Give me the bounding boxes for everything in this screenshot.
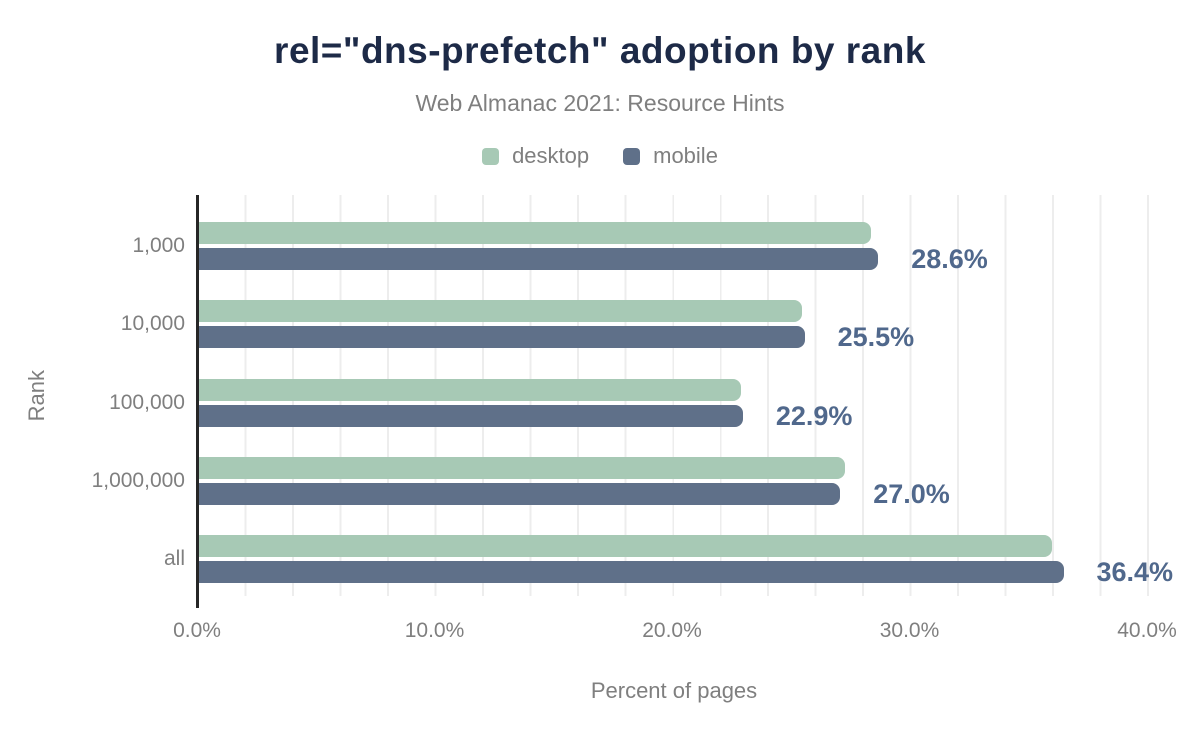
value-label: 27.0% [873, 478, 950, 509]
category-label: 100,000 [109, 390, 185, 414]
bar-group-1000: 28.6% [199, 222, 1172, 274]
value-label: 22.9% [775, 400, 853, 431]
desktop-swatch-icon [482, 147, 500, 165]
desktop-bar[interactable] [199, 300, 803, 323]
x-tick-label: 0.0% [173, 619, 221, 642]
mobile-bar[interactable] [199, 404, 743, 427]
desktop-bar[interactable] [199, 222, 872, 244]
legend-label-desktop: desktop [512, 143, 590, 168]
bar-group-100000: 22.9% [199, 378, 1172, 431]
value-label: 36.4% [1096, 557, 1174, 588]
mobile-swatch-icon [623, 147, 641, 165]
x-tick-label: 40.0% [1117, 619, 1177, 642]
x-tick-label: 10.0% [404, 619, 465, 642]
mobile-bar[interactable] [199, 482, 841, 505]
y-axis-labels: 1,000 10,000 100,000 1,000,000 all [0, 195, 185, 608]
mobile-bar[interactable] [199, 248, 879, 270]
plot-area: 28.6% 25.5% 22.9% 27.0% 36.4% [199, 195, 1174, 596]
chart-subtitle: Web Almanac 2021: Resource Hints [415, 90, 785, 116]
category-label: 1,000,000 [91, 468, 185, 492]
x-axis-ticks: 0.0% 10.0% 20.0% 30.0% 40.0% [0, 619, 1200, 643]
mobile-bar[interactable] [199, 561, 1064, 584]
y-axis-line [196, 195, 199, 608]
bar-group-all: 36.4% [199, 535, 1174, 588]
category-label: 1,000 [132, 234, 185, 257]
chart-title: rel="dns-prefetch" adoption by rank [274, 30, 926, 71]
legend: desktop mobile [0, 143, 1200, 169]
desktop-bar[interactable] [199, 535, 1052, 558]
x-tick-label: 20.0% [642, 619, 702, 642]
x-tick-label: 30.0% [879, 619, 940, 642]
x-axis-title: Percent of pages [590, 678, 758, 703]
legend-label-mobile: mobile [653, 143, 718, 168]
value-label: 25.5% [837, 322, 915, 353]
value-label: 28.6% [911, 244, 988, 274]
mobile-bar[interactable] [199, 326, 805, 349]
legend-item-desktop[interactable]: desktop [482, 143, 589, 169]
legend-item-mobile[interactable]: mobile [623, 143, 718, 169]
category-label: all [163, 547, 185, 571]
bar-group-1000000: 27.0% [199, 456, 1172, 509]
desktop-bar[interactable] [199, 378, 741, 401]
desktop-bar[interactable] [199, 456, 845, 479]
category-label: 10,000 [120, 312, 185, 336]
bar-group-10000: 25.5% [199, 300, 1172, 353]
